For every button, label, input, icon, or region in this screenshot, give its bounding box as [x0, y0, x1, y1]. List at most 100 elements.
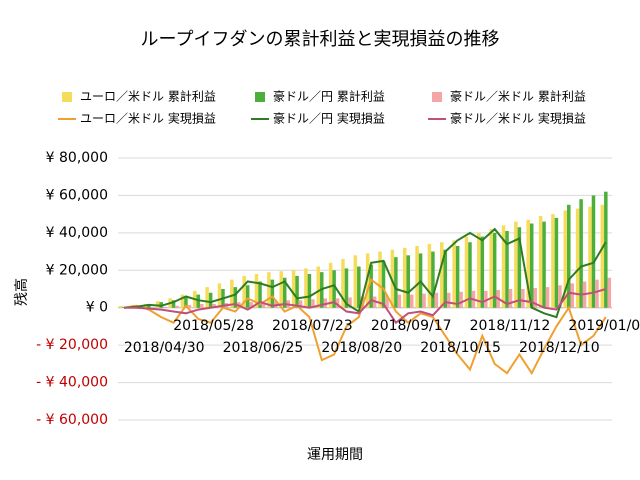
bar	[323, 298, 328, 308]
bar	[464, 236, 469, 308]
x-axis-label: 運用期間	[307, 447, 363, 463]
bar	[492, 232, 497, 308]
bar	[538, 216, 543, 308]
bar	[554, 217, 559, 308]
bar	[378, 251, 382, 308]
bar	[508, 289, 513, 308]
bar	[514, 221, 518, 308]
bar	[427, 244, 432, 308]
bar	[415, 245, 419, 308]
bar	[230, 279, 234, 308]
bar	[184, 296, 188, 308]
bar	[526, 219, 530, 308]
bar	[381, 260, 386, 308]
bar	[409, 294, 414, 308]
bar	[162, 306, 167, 308]
bar	[579, 199, 583, 308]
bar	[348, 297, 352, 308]
bar	[588, 206, 592, 308]
bar	[575, 208, 580, 308]
bar	[397, 294, 402, 308]
bar	[171, 300, 176, 308]
bar	[249, 302, 253, 308]
bar	[443, 249, 448, 308]
bar	[505, 230, 509, 308]
bar	[304, 268, 308, 308]
bar	[279, 271, 283, 308]
bar	[431, 251, 435, 308]
bar	[282, 277, 287, 308]
bar	[489, 229, 493, 308]
bar	[480, 236, 485, 308]
bar	[517, 227, 522, 308]
x-tick-label: 2018/08/20	[321, 340, 402, 356]
bar	[385, 295, 389, 308]
bar	[187, 304, 192, 308]
bar	[440, 242, 444, 308]
bar	[558, 285, 562, 308]
bar	[212, 303, 216, 308]
y-tick-label: - ¥ 20,000	[36, 337, 108, 353]
bar	[434, 292, 439, 308]
y-tick-label: - ¥ 60,000	[36, 412, 108, 428]
bar	[533, 288, 537, 308]
legend-label: 豪ドル／米ドル 累計利益	[450, 89, 586, 104]
bar	[245, 285, 250, 308]
y-tick-label: - ¥ 40,000	[36, 375, 108, 391]
bar	[422, 293, 426, 308]
bar	[307, 274, 312, 308]
bar	[344, 268, 349, 308]
bar	[394, 257, 398, 308]
bar	[600, 204, 605, 308]
bar	[455, 245, 460, 308]
x-tick-label: 2018/10/15	[420, 340, 501, 356]
y-tick-label: ¥ 20,000	[46, 262, 108, 278]
bar	[591, 195, 596, 308]
x-tick-label: 2019/01/07	[568, 318, 640, 334]
x-tick-label: 2018/06/25	[223, 340, 304, 356]
bar	[563, 210, 568, 308]
x-tick-label: 2018/12/10	[519, 340, 600, 356]
legend-swatch	[62, 92, 72, 102]
x-tick-label: 2018/11/12	[470, 318, 551, 334]
bar	[205, 287, 209, 308]
bar	[357, 266, 361, 308]
bar	[484, 290, 488, 308]
legend-label: ユーロ／米ドル 累計利益	[80, 89, 216, 104]
bar	[360, 296, 365, 308]
bar	[607, 277, 612, 308]
bar	[298, 300, 303, 308]
bar	[468, 242, 472, 308]
bar	[521, 289, 525, 308]
bar	[118, 305, 123, 308]
bar	[328, 262, 333, 308]
legend-label: 豪ドル／米ドル 実現損益	[450, 111, 586, 126]
bar	[402, 247, 407, 308]
x-tick-label: 2018/05/28	[173, 318, 254, 334]
bar	[452, 240, 456, 308]
bar	[233, 287, 238, 308]
legend-swatch	[432, 92, 442, 102]
bar	[332, 270, 336, 308]
legend-label: ユーロ／米ドル 実現損益	[80, 111, 216, 126]
bar	[295, 275, 299, 308]
bar	[545, 287, 550, 308]
bar	[604, 191, 608, 308]
legend-label: 豪ドル／円 実現損益	[273, 111, 385, 126]
bar	[254, 274, 259, 308]
bar	[217, 283, 222, 308]
y-tick-label: ¥ 80,000	[46, 150, 108, 166]
y-axis-label: 残高	[13, 278, 30, 306]
bar	[353, 255, 358, 308]
bar	[477, 232, 481, 308]
chart-title: ループイフダンの累計利益と実現損益の推移	[141, 29, 500, 50]
x-tick-label: 2018/04/30	[124, 340, 205, 356]
bar	[369, 264, 373, 308]
line	[124, 277, 607, 376]
bar	[155, 301, 160, 308]
bar	[180, 294, 185, 308]
bar	[175, 305, 179, 308]
bar	[242, 275, 246, 308]
line	[124, 288, 607, 325]
bar	[447, 292, 451, 308]
